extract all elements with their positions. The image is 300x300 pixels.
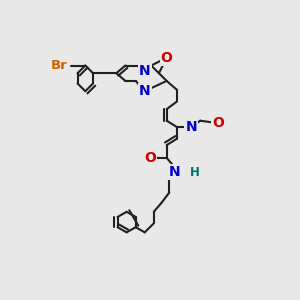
Text: N: N: [169, 165, 180, 179]
Text: H: H: [190, 166, 200, 178]
Text: N: N: [139, 64, 151, 78]
Text: O: O: [144, 151, 156, 165]
Text: O: O: [161, 51, 172, 65]
Text: Br: Br: [51, 59, 68, 72]
Text: N: N: [139, 84, 151, 98]
Text: N: N: [185, 120, 197, 134]
Text: O: O: [212, 116, 224, 130]
